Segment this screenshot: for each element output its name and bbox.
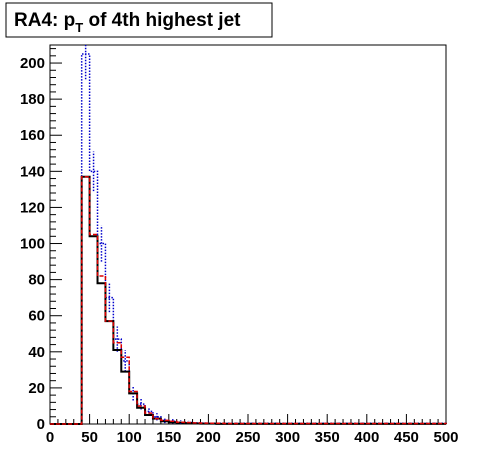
y-tick-label: 80	[28, 272, 45, 289]
y-tick-label: 0	[37, 416, 45, 433]
y-tick-label: 40	[28, 344, 45, 361]
y-tick-label: 20	[28, 380, 45, 397]
series-layer	[50, 45, 447, 425]
y-tick-label: 160	[20, 127, 45, 144]
x-tick-label: 0	[46, 429, 54, 446]
y-tick-label: 60	[28, 308, 45, 325]
title-frame	[5, 2, 273, 38]
x-tick-label: 350	[315, 429, 340, 446]
histogram-dashed-line	[50, 175, 447, 425]
x-tick-label: 450	[394, 429, 419, 446]
x-tick-label: 100	[117, 429, 142, 446]
title-box: RA4: pT of 4th highest jet	[5, 2, 273, 38]
y-tick-label: 100	[20, 236, 45, 253]
chart-title-prefix: RA4: p	[14, 10, 75, 31]
y-tick-label: 180	[20, 91, 45, 108]
x-tick-label: 50	[81, 429, 98, 446]
y-tick-label: 200	[20, 55, 45, 72]
x-tick-label: 150	[156, 429, 181, 446]
x-tick-label: 500	[433, 429, 458, 446]
x-axis: 0 50 100 150 200 250 300 350 400 450 500	[46, 414, 459, 446]
x-tick-label: 250	[235, 429, 260, 446]
chart-title-subscript: T	[75, 20, 83, 35]
y-tick-label: 140	[20, 163, 45, 180]
chart-title: RA4: pT of 4th highest jet	[14, 10, 241, 35]
y-tick-label: 120	[20, 199, 45, 216]
chart-title-suffix: of 4th highest jet	[83, 10, 241, 31]
y-axis: 0 20 40 60 80 100 120 140 160 180 200	[20, 48, 62, 433]
x-tick-label: 300	[275, 429, 300, 446]
x-tick-label: 400	[354, 429, 379, 446]
x-tick-label: 200	[196, 429, 221, 446]
